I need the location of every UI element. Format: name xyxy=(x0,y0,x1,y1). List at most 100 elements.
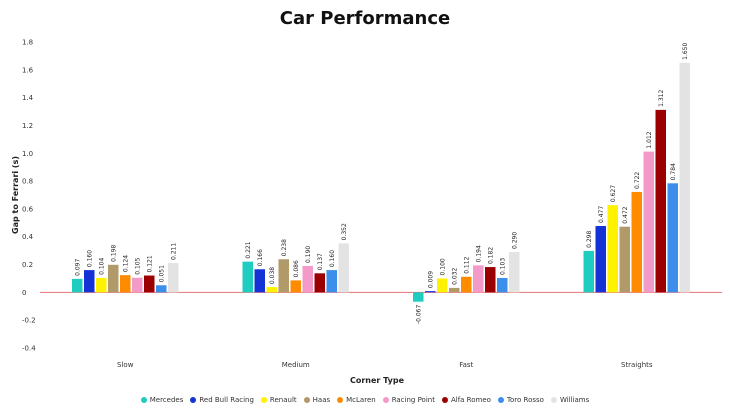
bar-data-label: 0.137 xyxy=(317,253,324,270)
legend-swatch xyxy=(550,397,557,403)
bar-data-label: 0.051 xyxy=(159,265,166,282)
legend-label: Alfa Romeo xyxy=(450,396,491,404)
bar xyxy=(655,109,666,293)
x-tick-label: Slow xyxy=(117,361,134,369)
legend-label: Renault xyxy=(269,396,297,404)
bar-data-label: 0.032 xyxy=(452,268,459,285)
bar-data-label: 0.211 xyxy=(171,243,178,260)
x-tick-label: Straights xyxy=(621,361,653,369)
bar-data-label: 0.722 xyxy=(634,172,641,189)
bar xyxy=(619,226,630,293)
bar xyxy=(290,280,301,293)
legend-label: Red Bull Racing xyxy=(199,396,254,404)
bar-data-label: 1.012 xyxy=(646,131,653,148)
bar xyxy=(595,226,606,293)
legend-label: Haas xyxy=(312,396,331,404)
legend-label: Williams xyxy=(559,396,590,404)
legend-swatch xyxy=(303,397,310,403)
bar-data-label: 0.290 xyxy=(512,232,519,249)
bar xyxy=(607,205,618,293)
x-axis-ticks: Slow Medium Fast Straights xyxy=(117,361,653,369)
legend-swatch xyxy=(190,397,197,403)
legend-item: Racing Point xyxy=(382,396,435,404)
bar xyxy=(242,261,253,293)
y-tick-label: -0.2 xyxy=(22,317,36,325)
bar xyxy=(144,275,155,293)
bar xyxy=(168,263,179,293)
bar xyxy=(437,278,448,293)
y-tick-label: 1.0 xyxy=(22,150,33,158)
bar-data-label: 0.160 xyxy=(329,250,336,267)
bar-data-label: 0.097 xyxy=(75,259,82,276)
y-tick-label: 1.2 xyxy=(22,122,33,130)
bar-data-label: 0.784 xyxy=(670,163,677,180)
legend-label: Racing Point xyxy=(391,396,435,404)
bar xyxy=(96,277,107,293)
bar-data-label: 0.100 xyxy=(440,258,447,275)
bar-data-label: 0.009 xyxy=(428,271,435,288)
bar-data-label: 1.312 xyxy=(658,90,665,107)
y-tick-label: 0 xyxy=(22,289,26,297)
legend-item: Toro Rosso xyxy=(497,396,544,404)
bar xyxy=(413,292,424,302)
y-tick-label: 0.8 xyxy=(22,178,33,186)
bar-data-label: 0.105 xyxy=(135,257,142,274)
bar-data-label: 0.104 xyxy=(99,258,106,275)
bar xyxy=(156,285,167,293)
legend-item: Alfa Romeo xyxy=(441,396,491,404)
bar-data-label: 0.166 xyxy=(257,249,264,266)
bar xyxy=(425,291,436,293)
y-axis-ticks: -0.4 -0.2 0 0.2 0.4 0.6 0.8 1.0 1.2 1.4 1.6 1.8 xyxy=(22,39,36,353)
bar-data-label: 0.238 xyxy=(281,239,288,256)
bar xyxy=(509,252,520,293)
legend-item: Renault xyxy=(260,396,297,404)
legend-swatch xyxy=(260,397,267,403)
bars xyxy=(72,62,690,302)
legend: Mercedes Red Bull Racing Renault Haas McLare… xyxy=(0,396,730,404)
y-tick-label: 1.8 xyxy=(22,39,33,47)
bar-data-label: 0.352 xyxy=(341,223,348,240)
bar xyxy=(473,265,484,293)
bar-data-label: 0.121 xyxy=(147,255,154,272)
y-tick-label: 0.4 xyxy=(22,233,34,241)
bar xyxy=(254,269,265,293)
chart-title: Car Performance xyxy=(279,8,451,29)
bar-data-label: 0.194 xyxy=(476,245,483,262)
legend-item: Red Bull Racing xyxy=(190,396,254,404)
bar xyxy=(84,270,95,293)
bar-data-label: 0.112 xyxy=(464,256,471,273)
bar-data-label: 0.190 xyxy=(305,246,312,263)
legend-item: McLaren xyxy=(337,396,376,404)
bar xyxy=(326,270,337,293)
bar xyxy=(108,264,119,293)
y-tick-label: 0.2 xyxy=(22,261,33,269)
bar-data-label: 0.124 xyxy=(123,255,130,272)
bar-data-label: 0.198 xyxy=(111,244,118,261)
bar xyxy=(302,265,313,293)
bar xyxy=(120,275,131,293)
bar xyxy=(72,278,83,293)
y-tick-label: -0.4 xyxy=(22,345,36,353)
bar xyxy=(461,276,472,293)
legend-swatch xyxy=(140,397,147,403)
bar xyxy=(583,250,594,293)
legend-item: Mercedes xyxy=(140,396,183,404)
bar-data-label: 0.160 xyxy=(87,250,94,267)
bar xyxy=(314,273,325,293)
legend-swatch xyxy=(441,397,448,403)
y-tick-label: 1.6 xyxy=(22,66,34,74)
legend-label: McLaren xyxy=(346,396,376,404)
bar xyxy=(497,278,508,293)
bar xyxy=(338,243,349,293)
bar xyxy=(631,191,642,293)
bar xyxy=(679,62,690,293)
legend-label: Toro Rosso xyxy=(506,396,544,404)
bar-data-label: 0.627 xyxy=(610,185,617,202)
legend-item: Haas xyxy=(303,396,331,404)
legend-swatch xyxy=(337,397,344,403)
bar-data-label: 0.477 xyxy=(598,206,605,223)
y-axis-label: Gap to Ferrari (s) xyxy=(11,156,20,234)
bar-data-label: 0.038 xyxy=(269,267,276,284)
legend-item: Williams xyxy=(550,396,590,404)
